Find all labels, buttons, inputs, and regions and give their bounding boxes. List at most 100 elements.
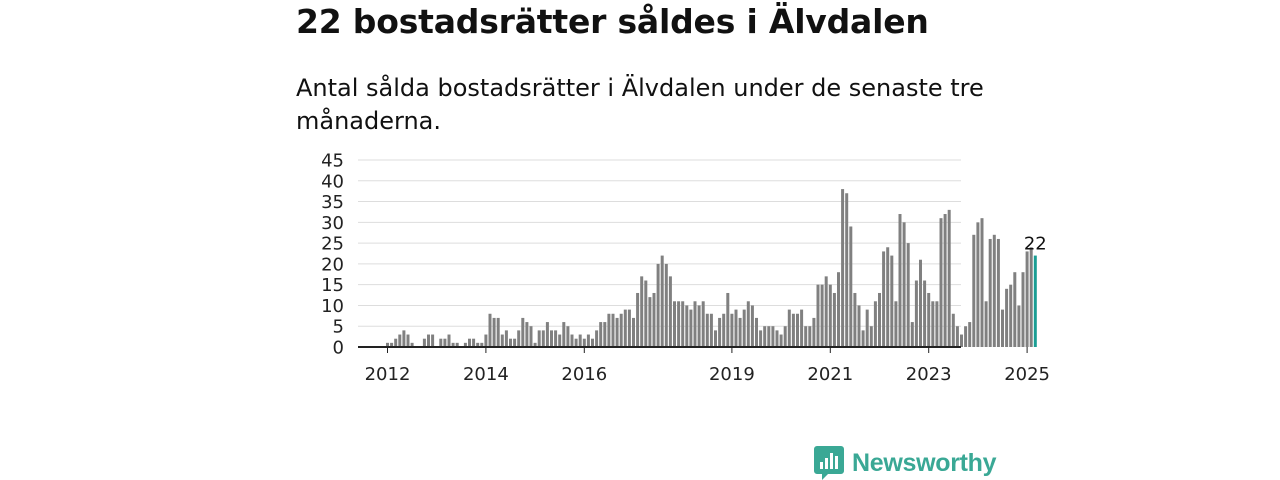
bar: [566, 326, 570, 347]
bar: [964, 326, 968, 347]
y-tick-label: 25: [321, 234, 344, 255]
y-tick-label: 35: [321, 192, 344, 213]
bar: [615, 317, 619, 347]
brand-logo[interactable]: Newsworthy: [814, 446, 997, 480]
bar: [861, 330, 865, 347]
bar: [779, 334, 783, 347]
bar: [607, 313, 611, 347]
bar: [476, 342, 480, 347]
newsworthy-logo-icon: [814, 446, 844, 480]
bar: [812, 317, 816, 347]
bar: [554, 330, 558, 347]
bar: [611, 313, 615, 347]
bar: [767, 326, 771, 347]
bar: [640, 276, 644, 347]
bar: [796, 313, 799, 347]
bar: [976, 222, 980, 347]
x-tick-label: 2012: [365, 364, 411, 385]
bar: [775, 330, 779, 347]
bar: [677, 301, 681, 347]
bar: [595, 330, 599, 347]
x-tick-label: 2014: [463, 364, 509, 385]
y-tick-label: 0: [333, 338, 344, 359]
bar: [951, 313, 955, 347]
bar: [816, 284, 820, 347]
bar: [705, 313, 709, 347]
bar: [582, 338, 586, 347]
bar: [992, 234, 996, 347]
bar: [980, 218, 984, 347]
bar: [968, 322, 972, 347]
bar: [1029, 247, 1033, 347]
bar: [730, 313, 734, 347]
bar: [714, 330, 717, 347]
bar: [431, 334, 435, 347]
bar: [541, 330, 545, 347]
bar: [1001, 309, 1004, 347]
bar: [697, 305, 701, 347]
bar: [890, 255, 894, 347]
bar: [771, 326, 775, 347]
bar: [1025, 251, 1029, 347]
bar: [463, 342, 467, 347]
bar: [1017, 305, 1021, 347]
x-tick-label: 2025: [1004, 364, 1050, 385]
bar: [558, 334, 562, 347]
bar: [525, 322, 529, 347]
bar: [693, 301, 697, 347]
y-tick-label: 30: [321, 213, 344, 234]
bar: [734, 309, 738, 347]
bar: [500, 334, 504, 347]
bar: [910, 322, 914, 347]
bar: [914, 280, 918, 347]
y-tick-label: 45: [321, 151, 344, 172]
x-axis-ticks: 2012 2014 2016 2019 2021 2023 2025: [365, 347, 1050, 385]
bar: [738, 317, 742, 347]
bar: [902, 222, 906, 347]
bar: [828, 284, 832, 347]
bar: [701, 301, 705, 347]
brand-name: Newsworthy: [852, 448, 997, 477]
bar: [820, 284, 824, 347]
y-tick-label: 15: [321, 275, 344, 296]
bar-highlight: [1033, 255, 1037, 347]
bar: [873, 301, 877, 347]
bar: [755, 317, 758, 347]
bar: [865, 309, 869, 347]
bar: [857, 305, 861, 347]
bar: [919, 259, 922, 347]
bar: [935, 301, 939, 347]
bar: [824, 276, 828, 347]
bar: [586, 334, 590, 347]
bar: [636, 292, 640, 347]
bar: [443, 338, 447, 347]
bar: [800, 309, 804, 347]
bar: [742, 309, 746, 347]
y-tick-label: 20: [321, 254, 344, 275]
bar: [664, 263, 668, 347]
bar: [853, 292, 857, 347]
bar: [488, 313, 492, 347]
bar: [394, 338, 398, 347]
bar: [673, 301, 676, 347]
subtitle: Antal sålda bostadsrätter i Älvdalen und…: [296, 74, 984, 135]
bar: [627, 309, 631, 347]
bar: [402, 330, 406, 347]
bar: [878, 292, 881, 347]
x-tick-label: 2016: [561, 364, 607, 385]
bar: [898, 214, 902, 347]
bar: [988, 238, 992, 347]
bar: [894, 301, 898, 347]
bar: [783, 326, 787, 347]
bar: [578, 334, 582, 347]
bar: [517, 330, 521, 347]
bar: [513, 338, 517, 347]
y-tick-label: 5: [333, 317, 344, 338]
bar: [504, 330, 508, 347]
bar: [484, 334, 488, 347]
bar: [447, 334, 451, 347]
bar: [410, 342, 414, 347]
